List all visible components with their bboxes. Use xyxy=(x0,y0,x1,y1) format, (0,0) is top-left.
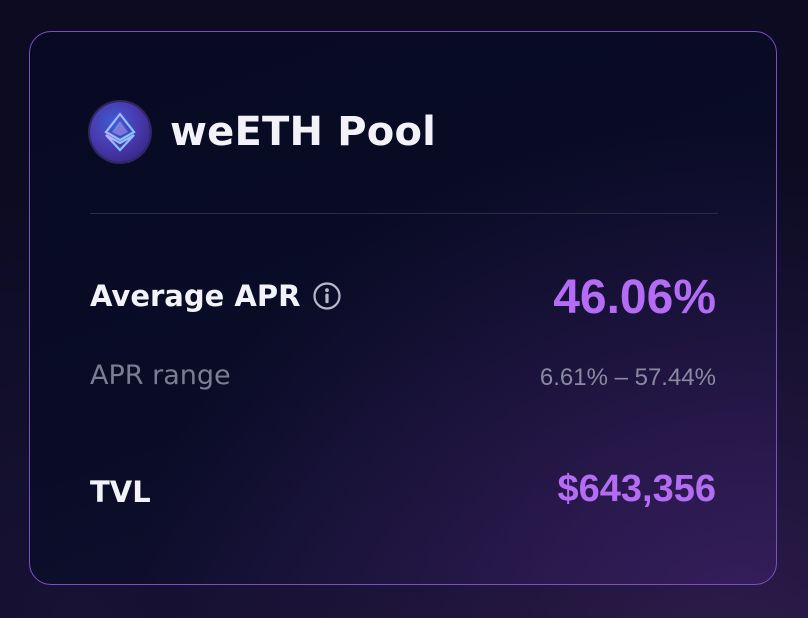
weeth-logo-icon xyxy=(90,102,150,162)
average-apr-value: 46.06% xyxy=(553,271,716,324)
apr-range-value: 6.61% – 57.44% xyxy=(539,364,716,391)
average-apr-label: Average APR xyxy=(90,279,301,313)
tvl-value: $643,356 xyxy=(557,468,717,510)
pool-card[interactable]: weETH Pool Average APR 46.06% APR range … xyxy=(29,31,777,585)
apr-range-label: APR range xyxy=(90,360,231,391)
average-apr-label-row: Average APR xyxy=(90,276,342,316)
pool-title: weETH Pool xyxy=(170,109,437,155)
info-icon[interactable] xyxy=(312,281,342,311)
tvl-label-row: TVL xyxy=(90,472,151,512)
pool-header: weETH Pool xyxy=(90,102,436,162)
divider xyxy=(90,213,718,214)
tvl-label: TVL xyxy=(90,475,151,509)
